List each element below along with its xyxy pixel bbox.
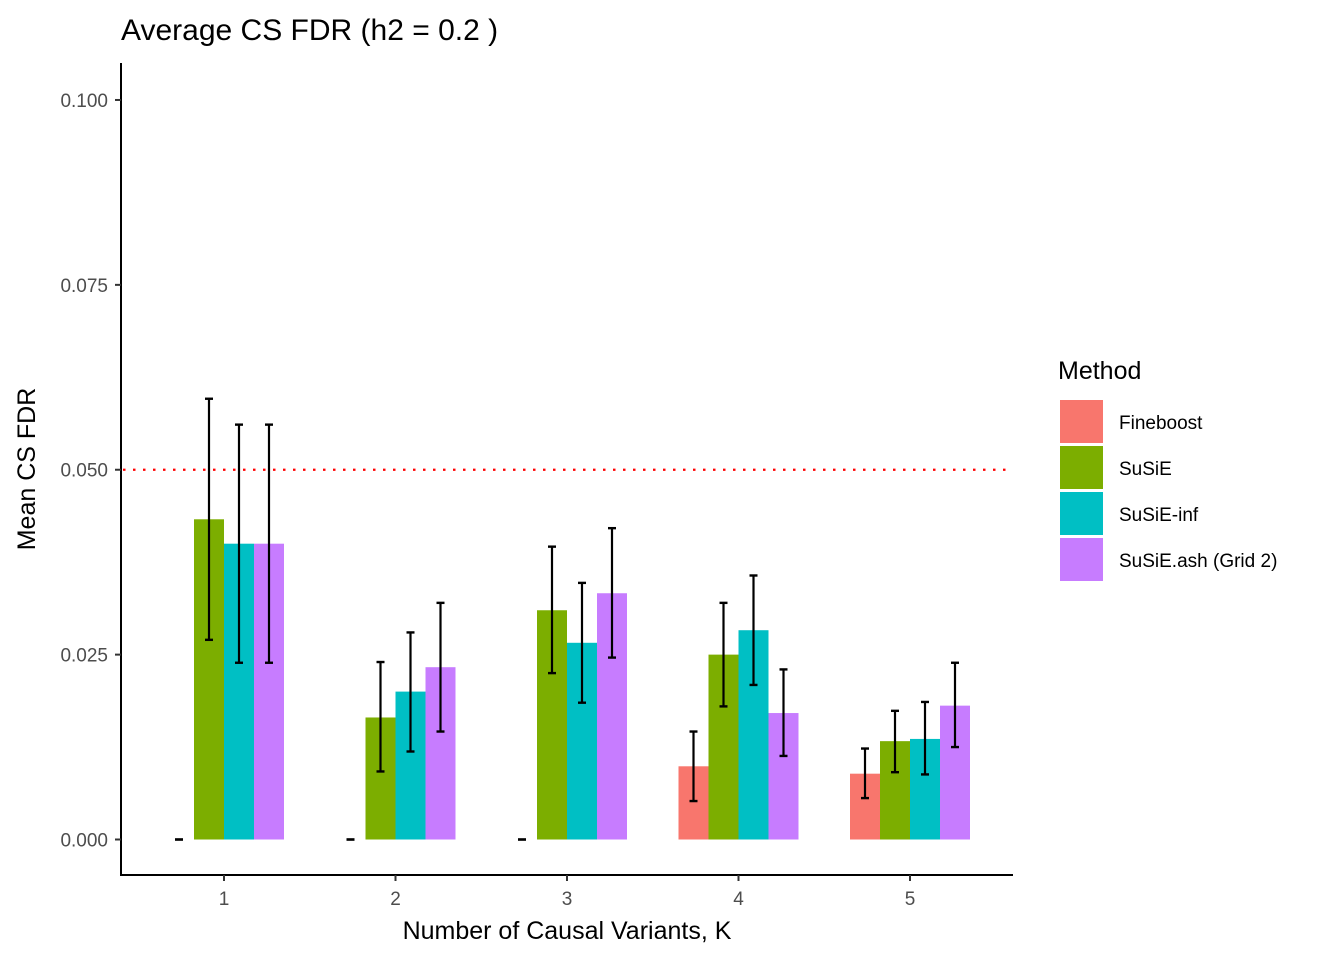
y-axis-ticks: 0.000 0.025 0.050 0.075 0.100 — [60, 91, 121, 852]
error-bar — [921, 700, 929, 776]
y-tick-label: 0.025 — [60, 646, 108, 667]
legend-label: SuSiE-inf — [1119, 505, 1199, 526]
x-tick-label: 1 — [219, 889, 230, 910]
legend-label: SuSiE.ash (Grid 2) — [1119, 551, 1277, 572]
legend-key-fineboost — [1060, 400, 1103, 443]
legend-key-susie-ash-grid-2- — [1060, 538, 1103, 581]
error-bar — [235, 423, 243, 664]
x-axis-ticks: 1 2 3 4 5 — [219, 875, 916, 910]
plot-area — [123, 397, 1013, 841]
y-tick-label: 0.000 — [60, 831, 108, 852]
error-bar — [436, 601, 445, 733]
error-bar — [376, 660, 385, 773]
x-tick-label: 5 — [905, 889, 916, 910]
error-bar — [548, 545, 556, 675]
x-tick-label: 2 — [390, 889, 401, 910]
error-bar — [861, 747, 869, 800]
y-axis-title: Mean CS FDR — [13, 388, 41, 551]
y-tick-label: 0.100 — [60, 91, 108, 112]
error-bar — [779, 668, 788, 758]
error-bar — [205, 397, 213, 642]
error-bar — [951, 661, 959, 749]
error-bar — [719, 601, 728, 708]
error-bar — [891, 709, 899, 774]
legend-key-susie — [1060, 446, 1103, 489]
chart-title: Average CS FDR (h2 = 0.2 ) — [121, 14, 498, 47]
x-tick-label: 3 — [562, 889, 573, 910]
legend-key-susie-inf — [1060, 492, 1103, 535]
error-bar — [608, 526, 616, 659]
error-bar — [265, 423, 273, 664]
legend: Method Fineboost SuSiE SuSiE-inf SuSiE.ash … — [1058, 357, 1277, 581]
y-tick-label: 0.050 — [60, 461, 108, 482]
x-tick-label: 4 — [733, 889, 744, 910]
error-bar — [406, 631, 415, 753]
error-bar — [749, 574, 758, 687]
legend-label: SuSiE — [1119, 459, 1172, 480]
legend-title: Method — [1058, 357, 1141, 385]
legend-label: Fineboost — [1119, 413, 1203, 434]
error-bar — [689, 730, 698, 803]
y-tick-label: 0.075 — [60, 276, 108, 297]
x-axis-title: Number of Causal Variants, K — [403, 917, 732, 945]
error-bar — [578, 581, 586, 704]
